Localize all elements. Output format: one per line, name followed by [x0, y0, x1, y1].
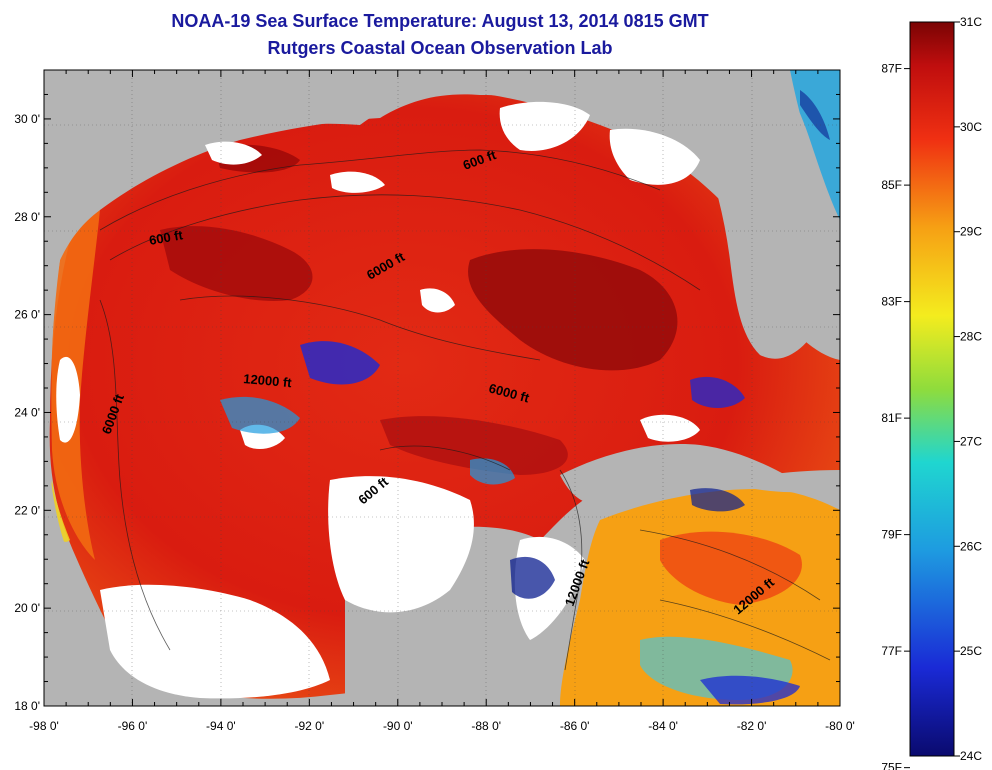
colorbar-celsius-label: 31C — [960, 15, 982, 29]
colorbar-celsius-label: 26C — [960, 539, 982, 553]
contour-label: 12000 ft — [243, 371, 293, 390]
y-tick-label: 30 0' — [14, 112, 40, 126]
colorbar-fahrenheit-label: 87F — [881, 62, 902, 76]
colorbar — [909, 21, 955, 757]
colorbar-fahrenheit-label: 77F — [881, 644, 902, 658]
colorbar-fahrenheit-labels: 87F 85F 83F 81F 79F 77F 75F — [881, 62, 902, 770]
colorbar-celsius-label: 29C — [960, 225, 982, 239]
map-title: NOAA-19 Sea Surface Temperature: August … — [171, 11, 709, 31]
map-plot — [44, 70, 840, 706]
x-tick-label: -88 0' — [471, 719, 501, 733]
atlantic-cold-patch — [800, 90, 830, 140]
hot-region-east — [468, 249, 678, 371]
caribbean-cold-patch — [700, 675, 800, 705]
hot-region-south — [380, 416, 568, 475]
mexico-coast — [44, 260, 180, 706]
cold-speckle-clusters — [220, 341, 745, 599]
colorbar-fahrenheit-label: 81F — [881, 411, 902, 425]
map-subtitle: Rutgers Coastal Ocean Observation Lab — [267, 38, 613, 58]
hot-region-west — [160, 226, 313, 301]
y-tick-label: 22 0' — [14, 503, 40, 517]
x-tick-label: -98 0' — [29, 719, 59, 733]
x-tick-label: -80 0' — [825, 719, 855, 733]
y-tick-label: 26 0' — [14, 308, 40, 322]
cuba — [560, 444, 810, 505]
us-gulf-coast — [44, 70, 700, 260]
lat-lon-grid — [44, 70, 840, 706]
y-tick-label: 24 0' — [14, 405, 40, 419]
bathymetry-contours — [99, 149, 831, 671]
axis-ticks — [43, 69, 841, 707]
florida-peninsula — [700, 70, 836, 359]
y-tick-label: 18 0' — [14, 699, 40, 713]
y-tick-label: 28 0' — [14, 210, 40, 224]
colorbar-fahrenheit-label: 83F — [881, 295, 902, 309]
colorbar-fahrenheit-label: 75F — [881, 761, 902, 770]
colorbar-celsius-label: 24C — [960, 749, 982, 763]
colorbar-celsius-label: 28C — [960, 330, 982, 344]
caribbean-warm-patch — [660, 531, 802, 605]
x-tick-label: -90 0' — [383, 719, 413, 733]
contour-label: 600 ft — [148, 227, 185, 248]
colorbar-celsius-label: 30C — [960, 120, 982, 134]
x-tick-label: -96 0' — [118, 719, 148, 733]
x-axis-labels: -98 0' -96 0' -94 0' -92 0' -90 0' -88 0' -86 … — [29, 719, 855, 733]
x-tick-label: -84 0' — [648, 719, 678, 733]
colorbar-fahrenheit-label: 79F — [881, 528, 902, 542]
y-tick-label: 20 0' — [14, 601, 40, 615]
x-tick-label: -82 0' — [737, 719, 767, 733]
colorbar-ticks — [904, 21, 960, 769]
x-tick-label: -92 0' — [295, 719, 325, 733]
atlantic-sst-field — [775, 70, 840, 220]
colorbar-fahrenheit-label: 85F — [881, 178, 902, 192]
colorbar-celsius-label: 27C — [960, 434, 982, 448]
colorbar-celsius-label: 25C — [960, 644, 982, 658]
y-axis-labels: 18 0' 20 0' 22 0' 24 0' 26 0' 28 0' 30 0' — [14, 112, 40, 713]
x-tick-label: -94 0' — [206, 719, 236, 733]
x-tick-label: -86 0' — [560, 719, 590, 733]
colorbar-celsius-labels: 31C 30C 29C 28C 27C 26C 25C 24C — [960, 15, 982, 763]
